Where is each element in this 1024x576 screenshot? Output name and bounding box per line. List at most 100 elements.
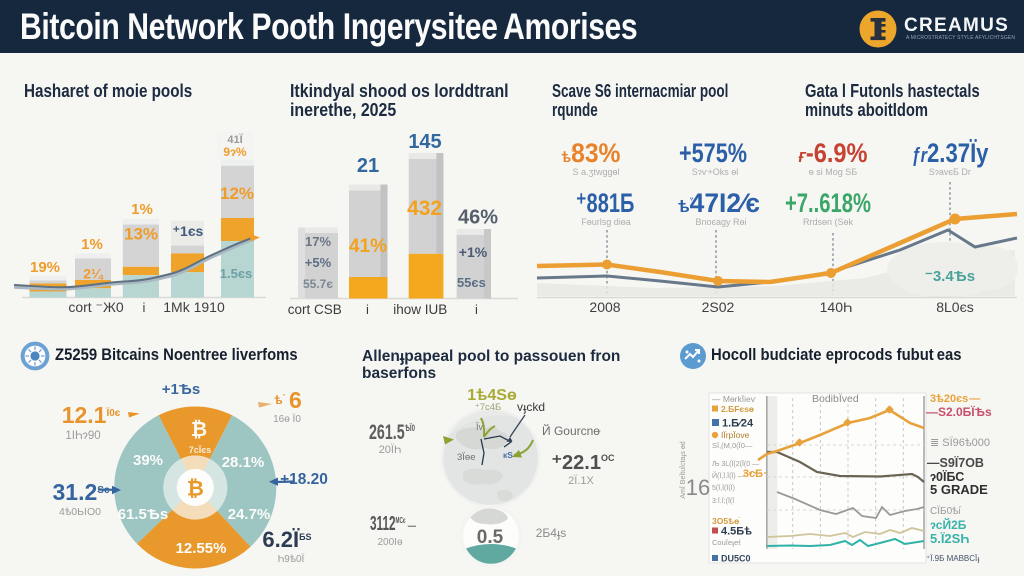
svg-text:⁺22.1ОС: ⁺22.1ОС	[552, 452, 615, 474]
svg-text:⁺1єѕ: ⁺1єѕ	[173, 223, 204, 239]
svg-text:cort CЅB: cort CЅB	[288, 302, 342, 317]
svg-text:DU5С0: DU5С0	[721, 554, 751, 564]
svg-text:ЅЇ,(М,0(Ї0—: ЅЇ,(М,0(Ї0—	[712, 441, 753, 450]
svg-text:СЇБ0ѣіֿ: СЇБ0ѣіֿ	[930, 505, 961, 517]
svg-text:Їvּ: Їvּ	[476, 422, 484, 432]
svg-text:₿: ₿	[191, 419, 207, 441]
svg-text:140Һ: 140Һ	[820, 299, 853, 315]
svg-text:2Ѕ02: 2Ѕ02	[702, 299, 735, 315]
svg-text:55.7є: 55.7є	[303, 277, 333, 291]
svg-text:1ІҺɂ90: 1ІҺɂ90	[65, 430, 100, 442]
svg-text:41Ї: 41Ї	[227, 133, 243, 146]
svg-text:145: 145	[408, 132, 441, 153]
svg-text:Й Gourcnөּ: Й Gourcnөּ	[542, 423, 601, 438]
svg-text:Ѕɂѵ+Оks өl: Ѕɂѵ+Оks өl	[692, 167, 739, 177]
svg-text:6.2ЇБЅ: 6.2ЇБЅ	[262, 527, 311, 552]
svg-text:46%: 46%	[458, 207, 498, 229]
svg-text:⁺Ї.9Б MAВВCЇֈ: ⁺Ї.9Б MAВВCЇֈ	[926, 554, 980, 563]
svg-text:⁻3.4Ѣѕ: ⁻3.4Ѣѕ	[925, 268, 975, 285]
svg-text:4.5Бѣ: 4.5Бѣ	[721, 526, 752, 538]
svg-text:8L0єѕ: 8L0єѕ	[936, 299, 974, 315]
svg-text:+5%: +5%	[305, 255, 332, 270]
svg-text:Rrdsөn (Ѕөk: Rrdsөn (Ѕөk	[803, 217, 854, 227]
svg-text:—Ѕ2.0БЇѢѕ: —Ѕ2.0БЇѢѕ	[926, 404, 992, 419]
svg-text:24.7%: 24.7%	[228, 506, 271, 523]
svg-text:ƒr2.37Їу: ƒr2.37Їу	[912, 138, 989, 168]
svg-text:39%: 39%	[133, 452, 163, 469]
svg-text:ɂ0ЇБС: ɂ0ЇБС	[930, 469, 964, 484]
svg-text:+18.20: +18.20	[280, 471, 328, 488]
svg-text:Љ 3L(Ї(2(Ї(0 —: Љ 3L(Ї(2(Ї(0 —	[712, 460, 759, 468]
svg-text:2.БFєѕө: 2.БFєѕө	[721, 404, 754, 414]
svg-text:Ѕ a.ʒtwggөl: Ѕ a.ʒtwggөl	[573, 167, 620, 177]
svg-text:кS: кS	[503, 450, 513, 460]
svg-text:3О5ѣөֿ: 3О5ѣөֿ	[712, 516, 740, 526]
svg-text:3ѣ20єѕ —: 3ѣ20єѕ —	[930, 393, 980, 405]
svg-text:41%: 41%	[349, 236, 387, 257]
svg-text:1.5єѕ: 1.5єѕ	[220, 266, 252, 281]
svg-text:+7..618%: +7..618%	[785, 188, 871, 218]
svg-text:5(Ї,Ї(Ї(Ї): 5(Ї,Ї(Ї(Ї)	[712, 484, 735, 492]
svg-text:₿: ₿	[187, 478, 204, 501]
svg-text:12.55%: 12.55%	[176, 540, 227, 557]
svg-text:ВodіbЇved: ВodіbЇved	[812, 393, 859, 405]
svg-text:— MөrkЇіeѵ: — MөrkЇіeѵ	[712, 394, 757, 404]
svg-text:200Іө: 200Іө	[377, 537, 402, 548]
svg-text:2Ї.1Х: 2Ї.1Х	[568, 475, 594, 487]
svg-text:432: 432	[407, 197, 442, 220]
svg-text:IЇrpЇove: IЇrpЇove	[721, 430, 750, 440]
svg-text:3ϲБ: 3ϲБ	[743, 468, 763, 480]
svg-text:13%: 13%	[124, 225, 158, 244]
svg-text:—Ѕ9Ї7ОВ: —Ѕ9Ї7ОВ	[927, 455, 984, 470]
svg-text:i: i	[475, 302, 478, 317]
svg-text:12%: 12%	[220, 184, 254, 203]
svg-text:cort ⁻Ж0: cort ⁻Ж0	[68, 299, 124, 315]
svg-text:31.2Ѕє: 31.2Ѕє	[53, 479, 110, 505]
svg-text:⁺881Б: ⁺881Б	[576, 188, 636, 218]
svg-text:2¼: 2¼	[83, 266, 104, 282]
svg-text:5 GRADE: 5 GRADE	[930, 482, 988, 497]
svg-text:Fөurlѕg dіөa: Fөurlѕg dіөa	[581, 217, 631, 227]
svg-text:i: i	[143, 300, 146, 315]
svg-text:1ѣ4Ѕө: 1ѣ4Ѕө	[467, 387, 517, 404]
svg-text:i: i	[366, 302, 369, 317]
svg-text:12.1Ї0є: 12.1Ї0є	[62, 402, 121, 428]
svg-text:55єѕ: 55єѕ	[457, 275, 486, 290]
svg-text:ѣ֒47І2⁄є: ѣ֒47І2⁄є	[678, 188, 760, 218]
svg-text:СouЇeֈetּֿ: СouЇeֈetּֿ	[712, 538, 741, 547]
svg-text:ғ-6.9%: ғ-6.9%	[799, 138, 868, 168]
svg-text:17%: 17%	[305, 234, 331, 249]
svg-text:ѣ֒ 6: ѣ֒ 6	[274, 387, 302, 413]
svg-text:≣ ЅЇ96ѣ000: ≣ ЅЇ96ѣ000	[930, 437, 990, 449]
svg-text:1%: 1%	[131, 201, 153, 218]
svg-text:5.Ї2ЅҺ: 5.Ї2ЅҺ	[930, 531, 969, 546]
svg-text:Bnoєagy Rөі: Bnoєagy Rөі	[695, 217, 746, 227]
svg-text:21: 21	[357, 155, 379, 177]
svg-text:9ɂ%: 9ɂ%	[223, 145, 246, 159]
svg-text:1%: 1%	[81, 236, 103, 253]
svg-text:2Б4ֈs: 2Б4ֈs	[536, 526, 567, 540]
svg-text:61.5Ѣs: 61.5Ѣs	[118, 506, 169, 523]
svg-text:19%: 19%	[30, 259, 60, 276]
svg-text:SɂavєБ Dг: SɂavєБ Dг	[929, 167, 972, 177]
svg-text:Й(Ї,Ї.Ї(Ї) —: Й(Ї,Ї.Ї(Ї) —	[712, 471, 745, 480]
svg-text:ө ѕі Мog ЅБ: ө ѕі Мog ЅБ	[809, 167, 858, 177]
svg-text:28.1%: 28.1%	[222, 454, 265, 471]
svg-text:ihow ІUB: ihow ІUB	[393, 302, 447, 317]
svg-text:⁺7ϲ4Б: ⁺7ϲ4Б	[475, 402, 502, 413]
svg-text:7ϲЇєѕ: 7ϲЇєѕ	[189, 445, 211, 455]
svg-text:+1Ѣѕ: +1Ѣѕ	[162, 381, 200, 398]
svg-text:3112МСє —: 3112МСє —	[370, 513, 416, 535]
svg-text:1Mk 1910: 1Mk 1910	[163, 299, 225, 315]
svg-text:0.5: 0.5	[477, 527, 504, 548]
svg-text:4ѣ0ЬІО0: 4ѣ0ЬІО0	[59, 506, 101, 518]
svg-text:Һ9ѣ0Ї: Һ9ѣ0Ї	[278, 553, 305, 565]
svg-text:261.5ѢЇ0: 261.5ѢЇ0	[369, 421, 415, 444]
svg-text:ѣ֒83%: ѣ֒83%	[562, 138, 621, 168]
svg-text:+1%: +1%	[459, 244, 488, 260]
svg-text:16ө Ї0: 16ө Ї0	[273, 413, 301, 425]
svg-text:16: 16	[686, 475, 710, 500]
svg-text:AmЇ ВeЇtuЇctּaֈs өּd: AmЇ ВeЇtuЇctּaֈs өּd	[679, 441, 687, 498]
svg-text:3:Ї.Ї;(Ї(Ї: 3:Ї.Ї;(Ї(Ї	[712, 497, 734, 505]
svg-text:3Їөe: 3Їөe	[457, 452, 476, 463]
